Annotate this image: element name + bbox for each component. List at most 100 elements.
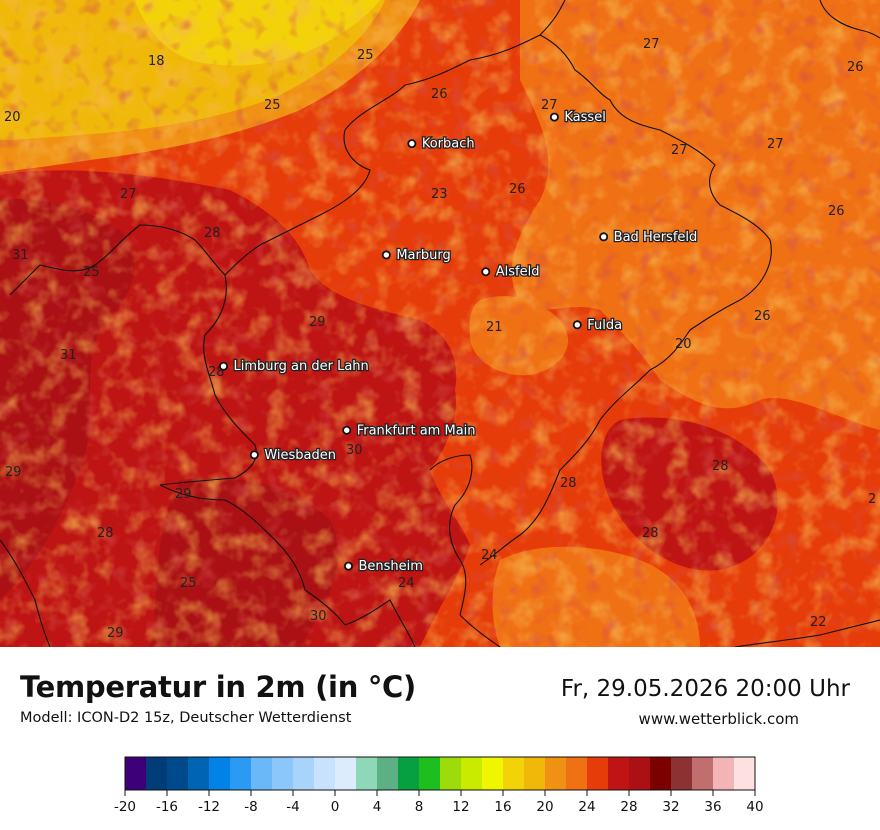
legend-swatch (272, 757, 294, 790)
legend-swatch (209, 757, 231, 790)
legend-tick-label: -16 (156, 799, 178, 815)
legend-swatch (314, 757, 336, 790)
legend-swatch (503, 757, 525, 790)
city-label: Wiesbaden (264, 448, 336, 463)
isotherm-label: 29 (175, 487, 192, 502)
city-marker: Wiesbaden (249, 447, 337, 464)
isotherm-label: 21 (486, 320, 503, 335)
isotherm-label: 20 (4, 110, 21, 125)
isotherm-label: 18 (148, 54, 165, 69)
legend-swatch (188, 757, 210, 790)
isotherm-label: 27 (767, 137, 784, 152)
city-marker: Limburg an der Lahn (219, 358, 370, 376)
city-label: Korbach (422, 137, 475, 152)
legend-tick-label: 8 (415, 799, 424, 815)
legend-swatch (671, 757, 693, 790)
color-legend: -20 -16 -12 -8 -4 0 4 8 12 16 20 24 28 32 36 40 (114, 756, 764, 815)
map-subtitle: Modell: ICON-D2 15z, Deutscher Wetterdie… (20, 710, 352, 726)
legend-swatch (377, 757, 399, 790)
legend-swatch (629, 757, 651, 790)
isotherm-label: 27 (671, 143, 688, 158)
legend-swatch (482, 757, 504, 790)
forecast-datetime: Fr, 29.05.2026 20:00 Uhr (560, 676, 850, 702)
city-label: Alsfeld (496, 265, 540, 280)
legend-swatch (167, 757, 189, 790)
city-label: Frankfurt am Main (357, 423, 476, 438)
legend-border (124, 756, 756, 791)
legend-swatch (608, 757, 630, 790)
isotherm-label: 29 (5, 465, 22, 480)
city-label: Fulda (587, 318, 622, 333)
legend-tick-label: -12 (198, 799, 220, 815)
isotherm-label: 26 (509, 182, 526, 197)
legend-swatch (419, 757, 441, 790)
city-marker: Korbach (407, 135, 476, 153)
legend-tick-label: 36 (704, 799, 721, 815)
isotherm-label: 28 (712, 459, 729, 474)
city-label: Limburg an der Lahn (234, 359, 369, 374)
city-dot (481, 267, 491, 277)
legend-swatch (251, 757, 273, 790)
city-marker: Fulda (572, 316, 623, 334)
isotherm-label: 27 (643, 37, 660, 52)
isotherm-label: 22 (810, 615, 827, 630)
city-dot (219, 361, 229, 371)
legend-swatch (545, 757, 567, 790)
legend-tick-label: -20 (114, 799, 136, 815)
city-markers: Kassel Korbach Bad Hersfeld Marburg Alsfeld F… (219, 109, 699, 575)
isotherm-label: 28 (642, 526, 659, 541)
isotherm-label: 24 (481, 548, 498, 563)
isotherm-label: 28 (204, 226, 221, 241)
city-marker: Frankfurt am Main (342, 422, 477, 440)
isotherm-label: 29 (309, 315, 326, 330)
legend-tick-label: 28 (620, 799, 637, 815)
legend-swatch (293, 757, 315, 790)
legend-swatch (713, 757, 735, 790)
isotherm-label: 27 (541, 98, 558, 113)
isotherm-label: 26 (828, 204, 845, 219)
isotherm-label: 25 (180, 576, 197, 591)
website-link[interactable]: www.wetterblick.com (638, 710, 799, 728)
isotherm-labels: 18 25 27 26 20 25 26 27 27 27 23 26 26 2… (4, 37, 876, 641)
isotherm-label: 30 (346, 443, 363, 458)
isotherm-label: 30 (310, 609, 327, 624)
legend-swatch (692, 757, 714, 790)
legend-swatch (524, 757, 546, 790)
legend-tick-label: -4 (286, 799, 299, 815)
isotherm-label: 20 (675, 337, 692, 352)
city-marker: Kassel (549, 109, 607, 126)
isotherm-label: 25 (264, 98, 281, 113)
legend-tick-label: -8 (244, 799, 257, 815)
isotherm-label: 25 (357, 48, 374, 63)
legend-tick-label: 24 (578, 799, 595, 815)
city-marker: Bad Hersfeld (599, 229, 699, 246)
legend-swatch (734, 757, 756, 790)
isotherm-label: 25 (83, 265, 100, 280)
legend-swatch (356, 757, 378, 790)
city-label: Bensheim (358, 559, 422, 574)
city-dot (342, 425, 352, 435)
legend-tick-label: 0 (331, 799, 340, 815)
legend-swatch (146, 757, 168, 790)
isotherm-label: 24 (398, 576, 415, 591)
legend-tick-label: 20 (536, 799, 553, 815)
isotherm-label: 23 (431, 187, 448, 202)
city-dot (549, 112, 559, 122)
legend-tick-label: 32 (662, 799, 679, 815)
legend-ticks: -20 -16 -12 -8 -4 0 4 8 12 16 20 24 28 32 36 40 (114, 790, 764, 815)
isotherm-label: 2 (868, 492, 876, 507)
city-dot (249, 450, 259, 460)
city-dot (572, 320, 582, 330)
legend-tick-label: 12 (452, 799, 469, 815)
legend-swatch (566, 757, 588, 790)
map-title: Temperatur in 2m (in °C) (20, 670, 416, 704)
legend-swatch (650, 757, 672, 790)
legend-tick-label: 4 (373, 799, 382, 815)
legend-swatch (587, 757, 609, 790)
city-dot (407, 139, 417, 149)
legend-swatch (461, 757, 483, 790)
city-dot (343, 561, 353, 571)
city-marker: Bensheim (343, 558, 424, 575)
isotherm-label: 28 (97, 526, 114, 541)
isotherm-label: 31 (60, 348, 77, 363)
